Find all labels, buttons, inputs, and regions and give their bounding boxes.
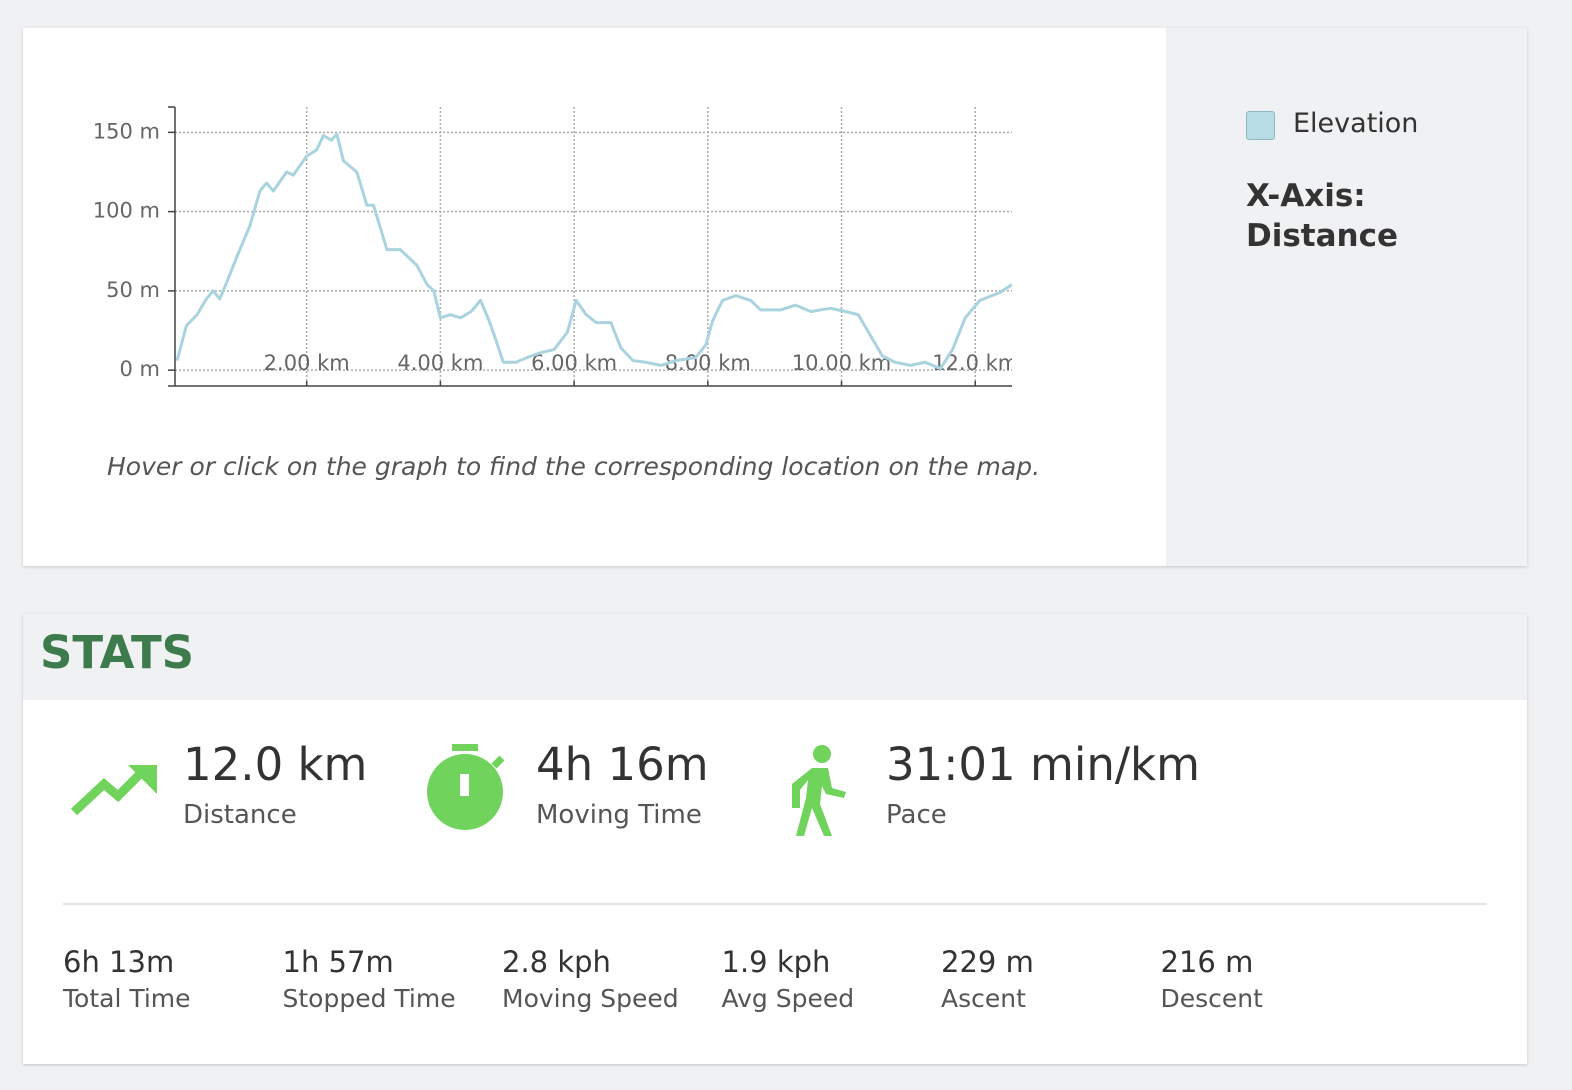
stat-value: 12.0 km [183,738,368,791]
stat-value: 6h 13m [63,945,175,979]
y-tick-label: 150 m [93,119,160,143]
elevation-chart[interactable]: 2.00 km 4.00 km 6.00 km 8.00 km 10.00 km 12.0… [0,0,1166,566]
y-tick-label: 50 m [106,278,160,302]
legend-label: Elevation [1293,108,1419,139]
stat-value: 1.9 kph [721,945,831,979]
y-tick-label: 0 m [120,357,161,381]
stat-value: 31:01 min/km [886,738,1200,791]
elevation-line [175,132,1012,371]
stat-value: 4h 16m [536,738,709,791]
stat-label: Stopped Time [282,984,456,1013]
divider [63,903,1487,905]
stat-label: Pace [886,800,947,830]
timer-icon [427,744,505,830]
stats-title: STATS [40,626,195,679]
y-tick-label: 100 m [93,199,160,223]
x-tick-label: 10.00 km [792,351,891,375]
stat-label: Distance [183,800,297,830]
stat-value: 2.8 kph [502,945,611,979]
distance-icon [70,765,157,816]
stat-value: 1h 57m [282,945,394,979]
stat-label: Ascent [941,984,1026,1013]
x-tick-label: 6.00 km [531,351,617,375]
stat-label: Moving Time [536,800,702,830]
walker-icon [792,745,846,836]
legend-pane [1166,28,1527,566]
caption: Hover or click on the graph to find the … [107,452,1041,481]
stat-label: Descent [1160,984,1263,1013]
x-tick-label: 4.00 km [397,351,483,375]
stat-label: Total Time [63,984,191,1013]
axis-note: X-Axis: Distance [1246,178,1399,254]
stat-label: Avg Speed [721,984,855,1013]
stat-label: Moving Speed [502,984,679,1013]
x-tick-label: 8.00 km [665,351,751,375]
x-tick-label: 2.00 km [264,351,350,375]
stats-header [23,614,1527,700]
stat-value: 216 m [1160,945,1254,979]
stat-value: 229 m [941,945,1034,979]
legend-swatch [1246,111,1275,140]
